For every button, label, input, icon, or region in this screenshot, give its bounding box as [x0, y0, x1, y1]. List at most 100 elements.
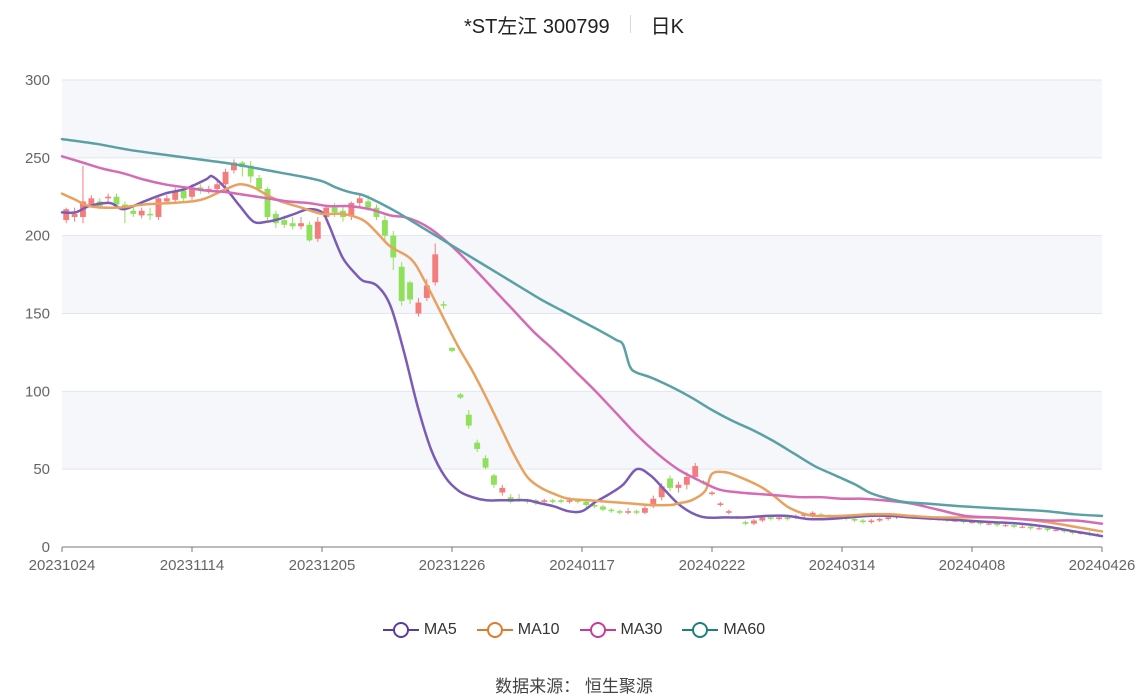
x-tick-label: 20231205	[289, 557, 356, 574]
chart-legend: MA5 MA10 MA30 MA60	[0, 620, 1148, 640]
legend-item-ma30[interactable]: MA30	[579, 620, 663, 640]
candle-body	[499, 487, 506, 493]
candle-body	[860, 520, 866, 523]
title-separator	[629, 15, 631, 33]
x-tick-label: 20240222	[679, 557, 746, 574]
x-tick-label: 20231114	[160, 557, 225, 574]
candle-body	[616, 511, 623, 513]
y-tick-label: 200	[25, 228, 50, 245]
grid-band	[62, 80, 1102, 158]
candle-body	[457, 394, 464, 398]
legend-label-ma5: MA5	[423, 621, 457, 638]
candle-body	[776, 517, 783, 519]
candle-body	[180, 190, 187, 199]
candle-body	[365, 201, 372, 208]
candle-body	[985, 523, 992, 525]
candle-body	[994, 523, 1001, 526]
candle-body	[88, 198, 95, 205]
candle-body	[1027, 526, 1034, 529]
candle-body	[751, 520, 757, 524]
grid-band	[62, 391, 1102, 470]
candle-body	[298, 223, 304, 227]
stock-title: *ST左江 300799	[464, 15, 610, 38]
x-tick-label: 20231226	[419, 557, 486, 574]
candle-body	[574, 500, 581, 502]
legend-item-ma60[interactable]: MA60	[682, 620, 765, 640]
data-source: 数据来源： 恒生聚源	[495, 677, 653, 696]
candle-body	[885, 517, 892, 519]
candle-body	[449, 347, 455, 351]
x-tick-label: 20240426	[1069, 557, 1136, 574]
candle-body	[851, 518, 858, 521]
candle-body	[667, 478, 673, 488]
y-tick-label: 50	[33, 461, 50, 478]
candle-body	[323, 207, 330, 217]
legend-label-ma10: MA10	[517, 621, 560, 638]
candle-body	[600, 506, 606, 510]
candle-body	[63, 209, 70, 221]
period-label: 日K	[650, 15, 684, 38]
candle-body	[398, 266, 405, 302]
candle-body	[147, 213, 153, 216]
grid-band	[62, 235, 1102, 314]
legend-label-ma30: MA30	[620, 621, 663, 638]
grid-band	[62, 313, 1102, 392]
candle-body	[390, 235, 397, 258]
series-line-ma30	[60, 155, 1104, 525]
legend-item-ma10[interactable]: MA10	[476, 620, 560, 640]
candle-body	[1002, 525, 1009, 527]
candle-body	[71, 213, 78, 217]
candle-body	[809, 512, 816, 516]
candle-body	[172, 190, 179, 200]
legend-swatch-ma60	[682, 620, 719, 640]
candle-body	[759, 517, 766, 521]
y-tick-label: 0	[42, 539, 50, 556]
candle-body	[625, 511, 632, 513]
candle-body	[264, 188, 271, 217]
legend-label-ma60: MA60	[723, 621, 766, 638]
candle-body	[541, 500, 548, 502]
candle-body	[1011, 525, 1017, 527]
candle-body	[130, 210, 137, 214]
candle-body	[465, 414, 472, 426]
chart-title: *ST左江 300799 日K	[0, 8, 1148, 40]
candle-body	[742, 522, 749, 524]
candle-body	[868, 520, 875, 523]
grid-band	[62, 157, 1102, 236]
y-tick-label: 150	[25, 306, 50, 323]
y-tick-label: 300	[25, 72, 50, 89]
candle-body	[1036, 528, 1043, 530]
candle-body	[482, 458, 489, 468]
candle-body	[415, 302, 422, 314]
grid-band	[62, 469, 1102, 547]
x-tick-label: 20231024	[29, 557, 96, 574]
candle-body	[314, 221, 321, 239]
candle-body	[876, 518, 883, 521]
candle-body	[381, 220, 388, 236]
series-line-ma60	[60, 137, 1104, 518]
y-tick-label: 250	[25, 150, 50, 167]
candle-body	[331, 207, 338, 213]
candle-body	[683, 476, 690, 485]
candle-body	[767, 517, 774, 519]
candle-body	[591, 504, 598, 507]
legend-item-ma5[interactable]: MA5	[382, 620, 457, 640]
candle-body	[281, 220, 288, 225]
candle-body	[566, 500, 573, 502]
candle-body	[641, 508, 648, 513]
candle-body	[155, 198, 162, 217]
candle-body	[658, 486, 665, 498]
candle-body	[784, 517, 791, 519]
candle-body	[348, 202, 355, 216]
candle-body	[709, 492, 715, 495]
candle-body	[491, 475, 497, 485]
candle-body	[608, 509, 615, 512]
candle-body	[138, 210, 145, 216]
x-tick-label: 20240117	[549, 557, 615, 574]
candle-body	[969, 522, 975, 524]
candle-body	[247, 165, 254, 177]
candle-body	[222, 171, 229, 185]
candle-body	[356, 198, 363, 203]
series-line-ma5	[60, 174, 1104, 538]
